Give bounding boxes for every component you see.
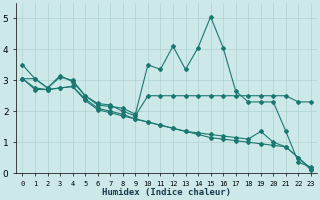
X-axis label: Humidex (Indice chaleur): Humidex (Indice chaleur) [102,188,231,197]
